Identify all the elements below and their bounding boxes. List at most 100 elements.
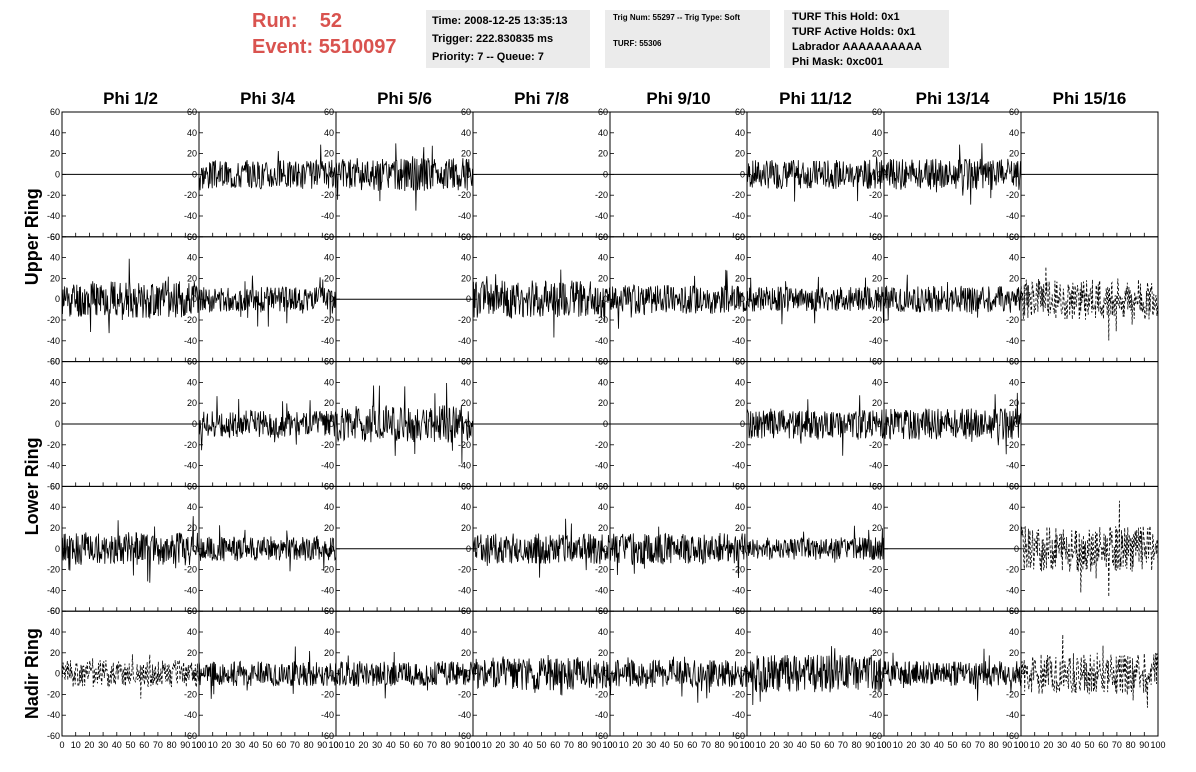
y-tick-label: -40 [458, 461, 471, 471]
y-tick-label: -20 [732, 315, 745, 325]
x-tick-label: 50 [947, 740, 957, 750]
y-tick-label: -40 [184, 585, 197, 595]
x-tick-label: 60 [550, 740, 560, 750]
phi-mask-text: Phi Mask: 0xc001 [792, 56, 884, 68]
y-tick-label: 0 [192, 169, 197, 179]
y-tick-label: 0 [1014, 294, 1019, 304]
waveform-trace [1020, 266, 1159, 341]
y-tick-label: -40 [1006, 585, 1019, 595]
y-tick-label: 0 [603, 169, 608, 179]
row-label: Upper Ring [22, 188, 42, 285]
x-tick-label: 70 [975, 740, 985, 750]
x-tick-label: 30 [783, 740, 793, 750]
y-tick-label: -60 [47, 232, 60, 242]
y-tick-label: 40 [324, 627, 334, 637]
x-tick-label: 70 [153, 740, 163, 750]
y-tick-label: -20 [321, 565, 334, 575]
x-tick-label: 30 [509, 740, 519, 750]
y-tick-label: 20 [324, 149, 334, 159]
y-tick-label: -20 [869, 315, 882, 325]
waveform-trace [198, 396, 337, 451]
y-tick-label: -20 [595, 190, 608, 200]
y-tick-label: 40 [324, 502, 334, 512]
waveform-trace [335, 143, 474, 211]
y-tick-label: 40 [1009, 502, 1019, 512]
x-tick-label: 10 [619, 740, 629, 750]
y-tick-label: 60 [50, 481, 60, 491]
y-tick-label: -20 [184, 689, 197, 699]
y-tick-label: 60 [872, 107, 882, 117]
x-tick-label: 90 [728, 740, 738, 750]
x-tick-label: 40 [1071, 740, 1081, 750]
waveform-trace [746, 525, 885, 563]
x-tick-label: 20 [906, 740, 916, 750]
y-tick-label: 20 [50, 523, 60, 533]
y-tick-label: -40 [321, 585, 334, 595]
y-tick-label: -40 [869, 710, 882, 720]
y-tick-label: -20 [869, 190, 882, 200]
y-tick-label: 20 [872, 149, 882, 159]
x-tick-label: 10 [482, 740, 492, 750]
y-tick-label: -40 [184, 336, 197, 346]
y-tick-label: 40 [187, 128, 197, 138]
y-tick-label: 60 [735, 606, 745, 616]
row-label: Nadir Ring [22, 628, 42, 719]
y-tick-label: -20 [732, 565, 745, 575]
y-tick-label: 0 [740, 294, 745, 304]
y-tick-label: -40 [732, 336, 745, 346]
x-tick-label: 70 [838, 740, 848, 750]
x-tick-label: 90 [591, 740, 601, 750]
x-tick-label: 100 [465, 740, 480, 750]
y-tick-label: -40 [1006, 211, 1019, 221]
y-tick-label: -60 [595, 731, 608, 741]
trig-num-text: Trig Num: 55297 -- Trig Type: Soft [613, 13, 740, 22]
y-tick-label: -40 [869, 211, 882, 221]
y-tick-label: 40 [872, 253, 882, 263]
y-tick-label: 60 [872, 232, 882, 242]
y-tick-label: 60 [461, 357, 471, 367]
x-tick-label: 60 [687, 740, 697, 750]
x-tick-label: 0 [881, 740, 886, 750]
y-tick-label: -40 [47, 461, 60, 471]
y-tick-label: 40 [187, 627, 197, 637]
x-tick-label: 10 [208, 740, 218, 750]
y-tick-label: -40 [869, 585, 882, 595]
y-tick-label: 0 [603, 419, 608, 429]
y-tick-label: -20 [595, 315, 608, 325]
panel-frame [61, 610, 200, 737]
y-tick-label: -20 [184, 440, 197, 450]
y-tick-label: 0 [55, 669, 60, 679]
y-tick-label: 20 [872, 273, 882, 283]
y-tick-label: 20 [1009, 149, 1019, 159]
y-tick-label: 40 [735, 128, 745, 138]
y-tick-label: 60 [187, 606, 197, 616]
y-tick-label: -20 [321, 689, 334, 699]
y-tick-label: 40 [598, 627, 608, 637]
y-tick-label: 20 [187, 648, 197, 658]
y-tick-label: 40 [872, 627, 882, 637]
turf-text: TURF: 55306 [613, 39, 662, 48]
y-tick-label: -60 [184, 731, 197, 741]
waveform-trace [746, 156, 885, 202]
x-tick-label: 20 [84, 740, 94, 750]
y-tick-label: 40 [324, 253, 334, 263]
y-tick-label: 60 [735, 481, 745, 491]
x-tick-label: 40 [523, 740, 533, 750]
y-tick-label: -20 [869, 440, 882, 450]
waveform-trace [198, 144, 337, 191]
y-tick-label: 0 [329, 419, 334, 429]
x-tick-label: 30 [1057, 740, 1067, 750]
y-tick-label: -20 [869, 689, 882, 699]
y-tick-label: 40 [598, 128, 608, 138]
waveform-trace [1020, 634, 1159, 708]
x-tick-label: 0 [607, 740, 612, 750]
y-tick-label: 20 [872, 648, 882, 658]
y-tick-label: 0 [603, 669, 608, 679]
y-tick-label: -40 [321, 211, 334, 221]
y-tick-label: 60 [461, 606, 471, 616]
y-tick-label: 20 [461, 149, 471, 159]
y-tick-label: 20 [872, 523, 882, 533]
x-tick-label: 30 [920, 740, 930, 750]
turf-active-holds-text: TURF Active Holds: 0x1 [792, 26, 916, 38]
y-tick-label: -40 [732, 585, 745, 595]
